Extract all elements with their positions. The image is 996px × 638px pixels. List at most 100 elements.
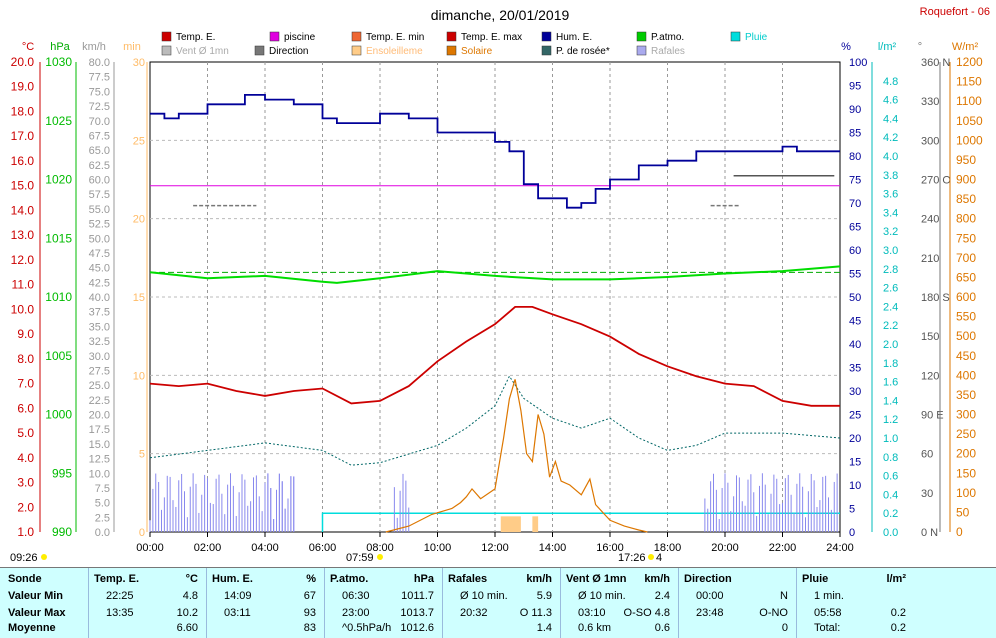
rain-axis-tick: 0.8 [883, 452, 898, 464]
rain-axis-tick: 2.8 [883, 264, 898, 276]
legend-swatch [446, 31, 457, 42]
legend-swatch [351, 31, 362, 42]
legend-label: Vent Ø 1mn [176, 46, 229, 57]
legend-label: piscine [284, 32, 316, 43]
rain-axis-tick: 2.6 [883, 283, 898, 295]
summary-header: Temp. E. [94, 573, 140, 585]
sunshine-axis-tick: 10 [133, 370, 145, 382]
humidity-axis-tick: 0 [849, 527, 855, 539]
humidity-axis-tick: 95 [849, 81, 861, 93]
wind-axis-tick: 10.0 [89, 468, 110, 480]
temp-axis-tick: 2.0 [17, 500, 34, 514]
humidity-axis-tick: 70 [849, 198, 861, 210]
axis-unit-label: °C [22, 41, 34, 53]
wind-axis-tick: 22.5 [89, 395, 110, 407]
humidity-axis-tick: 60 [849, 245, 861, 257]
summary-label-max: Valeur Max [8, 607, 66, 619]
wind-axis-tick: 15.0 [89, 439, 110, 451]
rain-axis-tick: 3.2 [883, 226, 898, 238]
humidity-axis-tick: 65 [849, 222, 861, 234]
summary-time: Ø 10 min. [578, 590, 626, 602]
rain-axis-tick: 0.2 [883, 508, 898, 520]
summary-time: 0.6 km [578, 622, 612, 634]
sun-events: 09:26 07:59 17:26 4 [10, 552, 662, 564]
temp-axis-tick: 6.0 [17, 401, 34, 415]
legend-swatch [541, 45, 552, 56]
rain-axis-tick: 4.0 [883, 151, 898, 163]
axis-units: °C hPa km/h min% l/m² ° W/m² [22, 41, 979, 53]
humidity-axis-tick: 55 [849, 269, 861, 281]
pressure-line [149, 265, 841, 284]
direction-axis-tick: 360 N [921, 57, 950, 69]
rain-axis-tick: 0.0 [883, 527, 898, 539]
station-name: Roquefort - 06 [920, 6, 990, 18]
summary-header-unit: km/h [526, 573, 552, 585]
sunshine-axis-tick: 5 [139, 449, 145, 461]
summary-label-moy: Moyenne [8, 622, 56, 634]
axis-ticks: 20.0 19.0 18.0 17.0 16.0 15.0 14.0 13.0 12.0 11.0… [11, 55, 983, 554]
temp-axis-tick: 9.0 [17, 327, 34, 341]
summary-value: 0.2 [890, 622, 906, 634]
summary-header: P.atmo. [330, 573, 369, 585]
x-axis-label: 20:00 [711, 542, 739, 554]
summary-value: 6.60 [176, 622, 198, 634]
chart-title: dimanche, 20/01/2019 [431, 7, 570, 23]
summary-header-unit: km/h [644, 573, 670, 585]
solar-axis-tick: 750 [956, 231, 976, 245]
x-axis-label: 00:00 [136, 542, 164, 554]
legend-swatch [161, 31, 172, 42]
humidity-axis-tick: 75 [849, 175, 861, 187]
summary-header: Hum. E. [212, 573, 253, 585]
solar-axis-tick: 600 [956, 290, 976, 304]
direction-axis-tick: 120 [921, 370, 939, 382]
summary-divider [88, 568, 89, 638]
rain-axis-tick: 4.2 [883, 132, 898, 144]
direction-axis-tick: 60 [921, 449, 933, 461]
x-axis-label: 04:00 [251, 542, 279, 554]
temp-axis-tick: 1.0 [17, 525, 34, 539]
summary-value: 2.4 [654, 590, 670, 602]
dewpoint-line [149, 375, 841, 466]
summary-divider [678, 568, 679, 638]
direction-axis-tick: 240 [921, 214, 939, 226]
x-axis-label: 08:00 [366, 542, 394, 554]
summary-value: 4.8 [182, 590, 198, 602]
pressure-axis-tick: 1005 [45, 349, 72, 363]
summary-value: 93 [303, 607, 316, 619]
solar-axis-tick: 900 [956, 173, 976, 187]
direction-axis-tick: 150 [921, 331, 939, 343]
pressure-axis-tick: 995 [52, 466, 72, 480]
rain-axis-tick: 4.8 [883, 76, 898, 88]
wind-axis-tick: 0.0 [95, 527, 110, 539]
temp-axis-tick: 4.0 [17, 451, 34, 465]
summary-value: 1013.7 [400, 607, 434, 619]
summary-header-unit: °C [185, 573, 198, 585]
temp-axis-tick: 19.0 [11, 80, 35, 94]
wind-axis-tick: 5.0 [95, 498, 110, 510]
summary-header-sonde: Sonde [8, 573, 42, 585]
rain-axis-tick: 1.2 [883, 414, 898, 426]
direction-axis-tick: 180 S [921, 292, 950, 304]
summary-header: Rafales [448, 573, 488, 585]
solar-axis-tick: 500 [956, 329, 976, 343]
temp-axis-tick: 14.0 [11, 203, 35, 217]
humidity-axis-tick: 10 [849, 480, 861, 492]
summary-divider [206, 568, 207, 638]
temp-axis-tick: 10.0 [11, 302, 35, 316]
solar-axis-tick: 700 [956, 251, 976, 265]
wind-axis-tick: 55.0 [89, 204, 110, 216]
solar-axis-tick: 50 [956, 505, 970, 519]
temp-axis-tick: 13.0 [11, 228, 35, 242]
sunshine-axis-tick: 25 [133, 135, 145, 147]
summary-header-unit: % [306, 573, 316, 585]
pressure-axis-tick: 1020 [45, 173, 72, 187]
sunset-label: 17:26 [618, 552, 646, 564]
legend-label: Temp. E. min [366, 32, 424, 43]
summary-divider [324, 568, 325, 638]
x-axis-label: 16:00 [596, 542, 624, 554]
solar-axis-tick: 0 [956, 525, 963, 539]
temp-axis-tick: 8.0 [17, 352, 34, 366]
pressure-axis-tick: 1015 [45, 231, 72, 245]
summary-time: 00:00 [696, 590, 724, 602]
wind-axis-tick: 17.5 [89, 424, 110, 436]
